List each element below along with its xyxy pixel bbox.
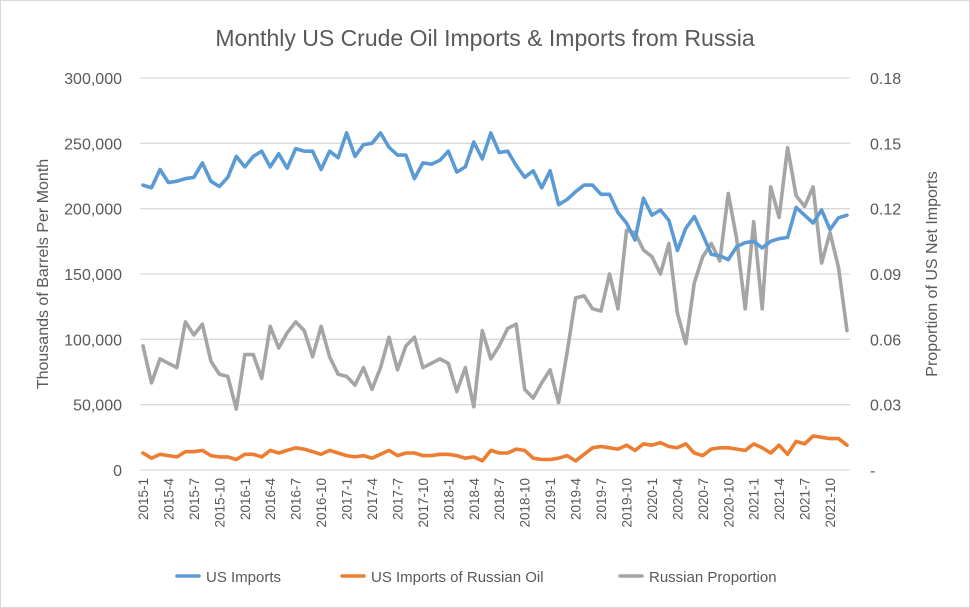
x-tick-label: 2020-4 bbox=[670, 478, 685, 521]
y-axis-left-title: Thousands of Barrels Per Month bbox=[35, 159, 52, 389]
x-tick-label: 2015-7 bbox=[187, 478, 202, 520]
y2-tick-label: 0.06 bbox=[870, 332, 901, 349]
legend: US Imports US Imports of Russian Oil Russi… bbox=[175, 569, 777, 586]
series-lines bbox=[141, 131, 849, 463]
legend-label: Russian Proportion bbox=[649, 569, 777, 586]
y-tick-label: 200,000 bbox=[64, 202, 122, 219]
y-tick-label: 100,000 bbox=[64, 332, 122, 349]
series-line-us-imports-of-russian-oil bbox=[141, 434, 849, 463]
x-tick-label: 2018-10 bbox=[518, 478, 533, 528]
y-axis-left: 0 50,000 100,000 150,000 200,000 250,000 300,0… bbox=[64, 71, 122, 480]
y2-tick-label: 0.12 bbox=[870, 202, 901, 219]
x-tick-label: 2017-1 bbox=[340, 478, 355, 520]
y-tick-label: 300,000 bbox=[64, 71, 122, 88]
x-tick-label: 2019-1 bbox=[543, 478, 558, 520]
y-tick-label: 150,000 bbox=[64, 267, 122, 284]
series-line-russian-proportion bbox=[141, 145, 849, 411]
x-tick-label: 2016-7 bbox=[289, 478, 304, 520]
x-tick-label: 2017-10 bbox=[416, 478, 431, 528]
y2-tick-label: 0.15 bbox=[870, 136, 901, 153]
x-tick-label: 2018-4 bbox=[467, 478, 482, 521]
y2-tick-label: 0.18 bbox=[870, 71, 901, 88]
x-tick-label: 2020-10 bbox=[721, 478, 736, 528]
y2-tick-label: 0.09 bbox=[870, 267, 901, 284]
y-tick-label: 0 bbox=[113, 463, 122, 480]
x-axis: 2015-1 2015-4 2015-7 2015-10 2016-1 2016-4 201… bbox=[136, 478, 838, 528]
x-tick-label: 2017-7 bbox=[390, 478, 405, 520]
x-tick-label: 2019-10 bbox=[619, 478, 634, 528]
x-tick-label: 2020-7 bbox=[696, 478, 711, 520]
x-tick-label: 2019-7 bbox=[594, 478, 609, 520]
x-tick-label: 2015-10 bbox=[212, 478, 227, 528]
x-tick-label: 2021-7 bbox=[798, 478, 813, 520]
x-tick-label: 2021-10 bbox=[823, 478, 838, 528]
y2-tick-label: 0.03 bbox=[870, 398, 901, 415]
series-line-us-imports bbox=[141, 131, 849, 262]
x-tick-label: 2017-4 bbox=[365, 478, 380, 521]
y-tick-label: 250,000 bbox=[64, 136, 122, 153]
y2-tick-label: - bbox=[870, 463, 875, 480]
x-tick-label: 2016-10 bbox=[314, 478, 329, 528]
x-tick-label: 2019-4 bbox=[569, 478, 584, 521]
y-axis-right-title: Proportion of US Net Imports bbox=[924, 171, 941, 376]
x-tick-label: 2020-1 bbox=[645, 478, 660, 520]
x-tick-label: 2021-4 bbox=[772, 478, 787, 521]
x-tick-label: 2021-1 bbox=[747, 478, 762, 520]
legend-label: US Imports of Russian Oil bbox=[371, 569, 544, 586]
x-tick-label: 2018-7 bbox=[492, 478, 507, 520]
x-tick-label: 2015-4 bbox=[161, 478, 176, 521]
x-tick-label: 2016-4 bbox=[263, 478, 278, 521]
x-tick-label: 2015-1 bbox=[136, 478, 151, 520]
x-tick-label: 2016-1 bbox=[238, 478, 253, 520]
x-tick-label: 2018-1 bbox=[441, 478, 456, 520]
y-tick-label: 50,000 bbox=[73, 398, 122, 415]
legend-label: US Imports bbox=[206, 569, 281, 586]
chart-title: Monthly US Crude Oil Imports & Imports f… bbox=[215, 25, 755, 51]
y-axis-right: - 0.03 0.06 0.09 0.12 0.15 0.18 bbox=[870, 71, 901, 480]
gridlines bbox=[140, 77, 850, 471]
